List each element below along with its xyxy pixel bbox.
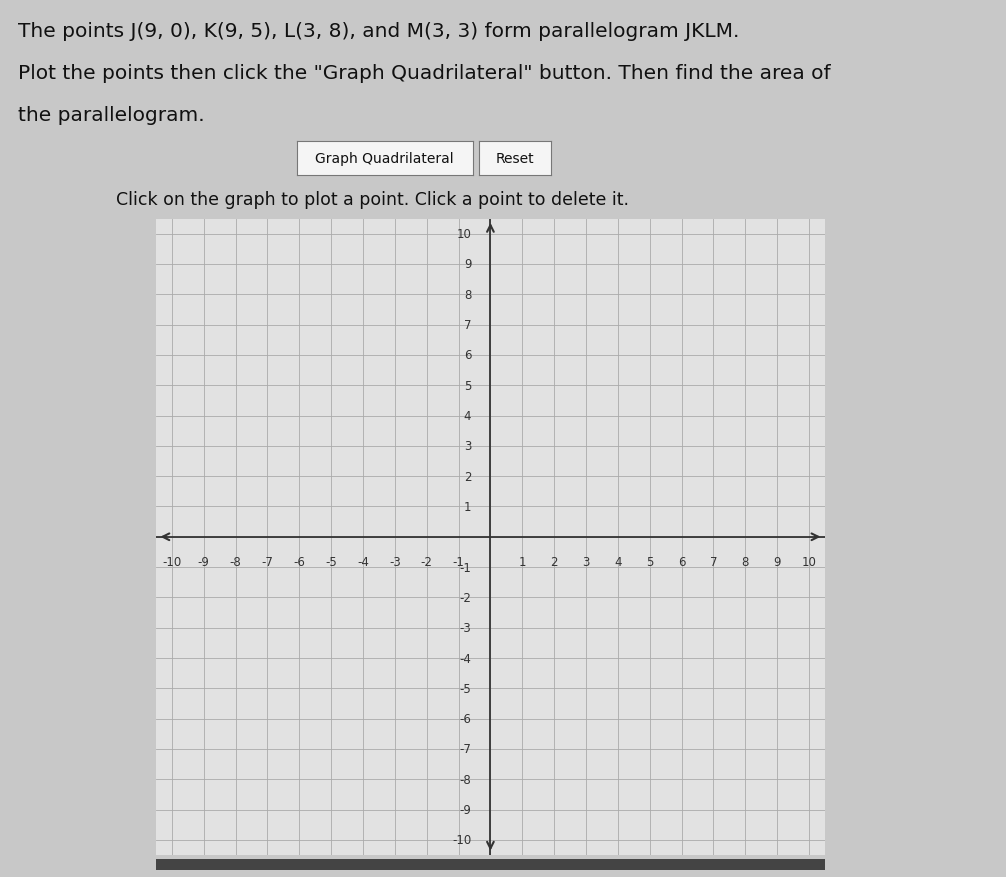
Text: -10: -10	[452, 833, 471, 846]
Text: 8: 8	[741, 555, 748, 568]
Text: -1: -1	[453, 555, 465, 568]
Text: -8: -8	[460, 773, 471, 786]
Text: 4: 4	[464, 410, 471, 423]
Text: 3: 3	[464, 440, 471, 453]
Text: Reset: Reset	[496, 152, 534, 166]
Text: 6: 6	[678, 555, 685, 568]
Text: -7: -7	[460, 743, 471, 756]
Text: 10: 10	[802, 555, 817, 568]
Text: -4: -4	[357, 555, 369, 568]
Text: -9: -9	[198, 555, 209, 568]
Text: 5: 5	[646, 555, 653, 568]
Text: 10: 10	[457, 228, 471, 241]
Text: -1: -1	[460, 561, 471, 574]
Text: 9: 9	[464, 258, 471, 271]
Text: Plot the points then click the "Graph Quadrilateral" button. Then find the area : Plot the points then click the "Graph Qu…	[18, 64, 831, 83]
Text: -2: -2	[460, 591, 471, 604]
Text: -3: -3	[460, 622, 471, 634]
Text: -7: -7	[262, 555, 274, 568]
Text: Graph Quadrilateral: Graph Quadrilateral	[316, 152, 454, 166]
Text: 9: 9	[774, 555, 781, 568]
Text: -2: -2	[421, 555, 433, 568]
Text: 7: 7	[709, 555, 717, 568]
Text: 7: 7	[464, 318, 471, 332]
Text: -4: -4	[460, 652, 471, 665]
Text: -8: -8	[229, 555, 241, 568]
Text: 1: 1	[464, 501, 471, 513]
Text: 2: 2	[550, 555, 558, 568]
Text: 5: 5	[464, 379, 471, 392]
Text: -6: -6	[294, 555, 305, 568]
Text: -9: -9	[460, 803, 471, 816]
Text: 2: 2	[464, 470, 471, 483]
Text: -3: -3	[389, 555, 400, 568]
Text: -10: -10	[162, 555, 181, 568]
Text: -5: -5	[325, 555, 337, 568]
Text: 4: 4	[614, 555, 622, 568]
Text: 1: 1	[518, 555, 526, 568]
Text: 8: 8	[464, 289, 471, 302]
Text: -6: -6	[460, 712, 471, 725]
Text: The points J(9, 0), K(9, 5), L(3, 8), and M(3, 3) form parallelogram JKLM.: The points J(9, 0), K(9, 5), L(3, 8), an…	[18, 22, 739, 41]
Text: the parallelogram.: the parallelogram.	[18, 106, 205, 125]
Text: 6: 6	[464, 349, 471, 362]
Text: -5: -5	[460, 682, 471, 695]
Text: 3: 3	[582, 555, 590, 568]
Text: Click on the graph to plot a point. Click a point to delete it.: Click on the graph to plot a point. Clic…	[116, 191, 629, 210]
